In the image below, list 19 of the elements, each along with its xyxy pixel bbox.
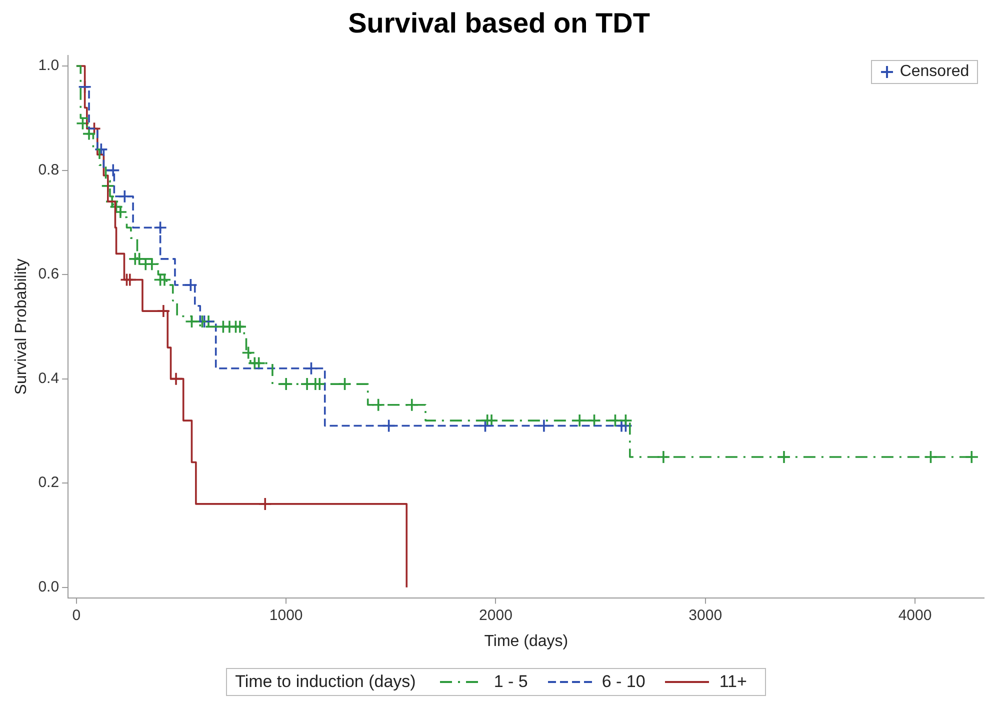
legend-title: Time to induction (days) <box>235 672 416 692</box>
x-tick-label: 0 <box>72 606 81 624</box>
x-tick-label: 4000 <box>898 606 932 624</box>
y-tick-label: 0.8 <box>38 161 60 178</box>
y-tick-label: 0.6 <box>38 266 60 283</box>
x-tick-label: 3000 <box>688 606 722 624</box>
legend-label: Censored <box>900 62 970 81</box>
x-axis-title: Time (days) <box>484 632 568 650</box>
y-tick-label: 0.2 <box>38 474 60 492</box>
legend-label: 11+ <box>719 672 747 692</box>
x-tick-label: 2000 <box>479 606 512 624</box>
y-axis-title: Survival Probability <box>13 258 30 395</box>
y-tick-label: 0.0 <box>38 578 60 596</box>
x-tick-label: 1000 <box>269 606 303 624</box>
legend-label: 1 - 5 <box>494 672 528 692</box>
y-tick-label: 1.0 <box>38 57 60 74</box>
legend-label: 6 - 10 <box>602 672 646 692</box>
chart-title: Survival based on TDT <box>348 8 650 39</box>
y-tick-label: 0.4 <box>38 370 60 387</box>
